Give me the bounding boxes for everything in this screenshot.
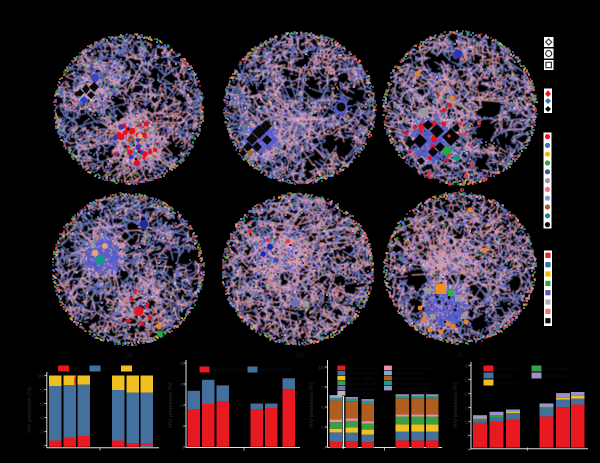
svg-text:(c): (c)	[457, 188, 464, 194]
svg-text:10: 10	[464, 419, 470, 424]
svg-text:ART restart: ART restart	[544, 367, 569, 373]
svg-text:Adolescents/ya: Adolescents/ya	[348, 371, 380, 376]
svg-text:Non-resident aa: Non-resident aa	[394, 376, 427, 381]
svg-text:25: 25	[464, 377, 470, 382]
svg-text:Respondent-only: Respondent-only	[212, 368, 250, 374]
svg-text:Started ART: Started ART	[496, 381, 522, 387]
svg-text:Adults (25-34): Adults (25-34)	[348, 381, 377, 386]
svg-text:In-both People: In-both People	[260, 368, 293, 374]
svg-text:0: 0	[323, 445, 326, 450]
svg-text:(a): (a)	[125, 188, 132, 194]
svg-text:Children (<15): Children (<15)	[348, 366, 378, 371]
svg-text:Migrants here: Migrants here	[394, 371, 423, 376]
svg-text:Perm resident aa: Perm resident aa	[394, 386, 429, 391]
svg-text:10: 10	[179, 403, 185, 408]
svg-text:Sexual: Sexual	[103, 367, 118, 373]
svg-text:Young adults: Young adults	[348, 376, 375, 381]
svg-text:PLHIV not: PLHIV not	[496, 367, 519, 373]
svg-text:(f): (f)	[457, 353, 463, 359]
svg-text:HIV proportion (%): HIV proportion (%)	[27, 387, 33, 433]
svg-text:0: 0	[467, 447, 470, 452]
svg-text:HIV proportion (%): HIV proportion (%)	[168, 382, 174, 428]
svg-text:5: 5	[467, 433, 470, 438]
svg-text:20: 20	[40, 429, 46, 434]
svg-text:100: 100	[318, 365, 326, 370]
svg-text:25: 25	[321, 425, 327, 430]
svg-text:Both: Both	[134, 367, 145, 373]
svg-text:40: 40	[40, 415, 46, 420]
svg-text:60: 60	[40, 401, 46, 406]
svg-text:(e): (e)	[296, 353, 303, 359]
svg-text:on ART: on ART	[496, 374, 512, 380]
svg-text:PWID: PWID	[71, 367, 84, 373]
svg-text:20: 20	[179, 361, 185, 366]
svg-text:(b): (b)	[296, 188, 303, 194]
svg-text:0: 0	[43, 443, 46, 448]
svg-text:100: 100	[38, 373, 46, 378]
svg-text:HIV proportion (%): HIV proportion (%)	[453, 382, 459, 428]
svg-text:Age not ascertained: Age not ascertained	[394, 366, 435, 371]
svg-text:Middle adults: Middle adults	[348, 386, 376, 391]
svg-text:80: 80	[40, 387, 46, 392]
svg-text:Resident in-migrant: Resident in-migrant	[394, 381, 435, 386]
svg-text:5: 5	[182, 424, 185, 429]
svg-text:15: 15	[464, 405, 470, 410]
svg-text:HIV proportion (%): HIV proportion (%)	[309, 382, 315, 428]
svg-text:Missing data: Missing data	[544, 374, 571, 380]
svg-text:75: 75	[321, 385, 327, 390]
svg-text:15: 15	[179, 382, 185, 387]
svg-text:50: 50	[321, 405, 327, 410]
svg-text:Older adults: Older adults	[348, 391, 373, 396]
svg-text:0: 0	[182, 445, 185, 450]
svg-text:20: 20	[464, 391, 470, 396]
svg-text:(d): (d)	[125, 353, 132, 359]
svg-text:30: 30	[464, 363, 470, 368]
